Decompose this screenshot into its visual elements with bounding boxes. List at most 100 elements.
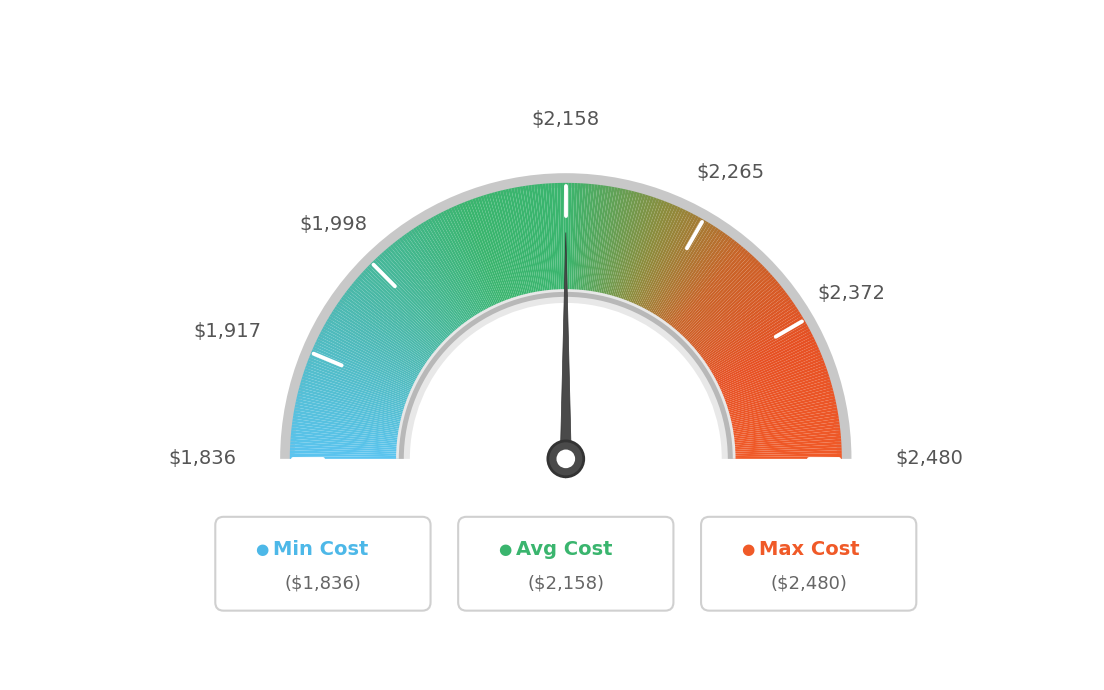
Wedge shape	[346, 290, 435, 359]
Wedge shape	[301, 376, 407, 411]
Wedge shape	[679, 257, 757, 339]
Wedge shape	[592, 186, 612, 295]
Wedge shape	[648, 220, 707, 316]
Wedge shape	[314, 344, 415, 391]
Wedge shape	[670, 244, 742, 331]
Wedge shape	[659, 230, 723, 323]
Wedge shape	[661, 234, 728, 325]
Wedge shape	[703, 304, 796, 367]
Wedge shape	[502, 190, 530, 297]
Wedge shape	[543, 184, 554, 294]
Wedge shape	[731, 444, 841, 452]
Wedge shape	[704, 308, 799, 370]
Wedge shape	[602, 190, 629, 297]
Wedge shape	[570, 183, 574, 293]
Wedge shape	[582, 184, 595, 294]
Text: $2,372: $2,372	[817, 284, 885, 302]
Wedge shape	[540, 184, 552, 294]
Wedge shape	[697, 290, 786, 359]
Wedge shape	[371, 262, 450, 342]
Wedge shape	[300, 382, 406, 414]
Wedge shape	[355, 279, 440, 352]
Wedge shape	[311, 349, 414, 395]
Wedge shape	[718, 346, 819, 393]
Wedge shape	[327, 318, 423, 376]
Wedge shape	[730, 422, 840, 438]
Wedge shape	[291, 424, 402, 440]
Wedge shape	[586, 185, 603, 295]
Wedge shape	[665, 237, 733, 327]
Wedge shape	[588, 186, 606, 295]
Wedge shape	[605, 191, 635, 299]
Wedge shape	[306, 363, 411, 403]
Wedge shape	[413, 228, 476, 321]
Wedge shape	[484, 195, 518, 301]
Wedge shape	[290, 433, 401, 445]
Wedge shape	[399, 292, 733, 459]
Wedge shape	[342, 295, 433, 362]
Wedge shape	[650, 221, 709, 317]
Wedge shape	[486, 194, 520, 300]
Wedge shape	[394, 241, 465, 329]
Wedge shape	[305, 368, 410, 406]
Wedge shape	[290, 447, 401, 453]
Wedge shape	[344, 292, 434, 360]
Wedge shape	[369, 264, 448, 343]
Wedge shape	[390, 244, 461, 331]
Wedge shape	[529, 185, 545, 295]
Wedge shape	[731, 436, 841, 446]
Wedge shape	[660, 233, 725, 324]
Wedge shape	[367, 266, 447, 344]
Wedge shape	[310, 352, 413, 396]
Wedge shape	[723, 373, 829, 409]
Text: Max Cost: Max Cost	[760, 540, 860, 560]
Wedge shape	[294, 410, 403, 431]
Wedge shape	[364, 268, 446, 346]
Wedge shape	[331, 311, 426, 372]
Wedge shape	[339, 299, 431, 364]
Wedge shape	[385, 248, 459, 333]
Wedge shape	[511, 188, 534, 297]
Wedge shape	[491, 193, 523, 299]
Wedge shape	[615, 195, 651, 302]
Wedge shape	[691, 279, 776, 352]
Wedge shape	[681, 262, 761, 342]
Wedge shape	[293, 419, 402, 436]
Text: $1,998: $1,998	[299, 215, 368, 234]
Wedge shape	[497, 191, 527, 299]
Wedge shape	[291, 430, 401, 443]
Wedge shape	[454, 206, 500, 308]
Wedge shape	[443, 210, 493, 310]
Wedge shape	[614, 195, 648, 301]
Wedge shape	[551, 183, 559, 293]
Wedge shape	[651, 223, 711, 318]
Wedge shape	[715, 342, 817, 390]
Circle shape	[548, 441, 584, 477]
Wedge shape	[644, 215, 699, 314]
Wedge shape	[628, 204, 672, 306]
Wedge shape	[667, 241, 737, 329]
Wedge shape	[693, 283, 781, 355]
Wedge shape	[446, 209, 496, 310]
Wedge shape	[332, 308, 427, 370]
Wedge shape	[694, 285, 782, 356]
Wedge shape	[635, 208, 683, 309]
Wedge shape	[320, 331, 420, 384]
Wedge shape	[348, 288, 436, 357]
Text: $1,836: $1,836	[168, 449, 236, 469]
Wedge shape	[317, 336, 417, 387]
Wedge shape	[359, 274, 443, 349]
Wedge shape	[290, 453, 401, 457]
Wedge shape	[656, 228, 719, 321]
Wedge shape	[701, 299, 793, 364]
Wedge shape	[726, 393, 835, 421]
Wedge shape	[612, 194, 646, 300]
Wedge shape	[731, 456, 842, 459]
Wedge shape	[655, 226, 716, 320]
Wedge shape	[702, 302, 794, 366]
Wedge shape	[688, 272, 771, 348]
Wedge shape	[316, 339, 416, 388]
Wedge shape	[296, 399, 404, 424]
Wedge shape	[290, 442, 401, 450]
Wedge shape	[712, 331, 811, 384]
